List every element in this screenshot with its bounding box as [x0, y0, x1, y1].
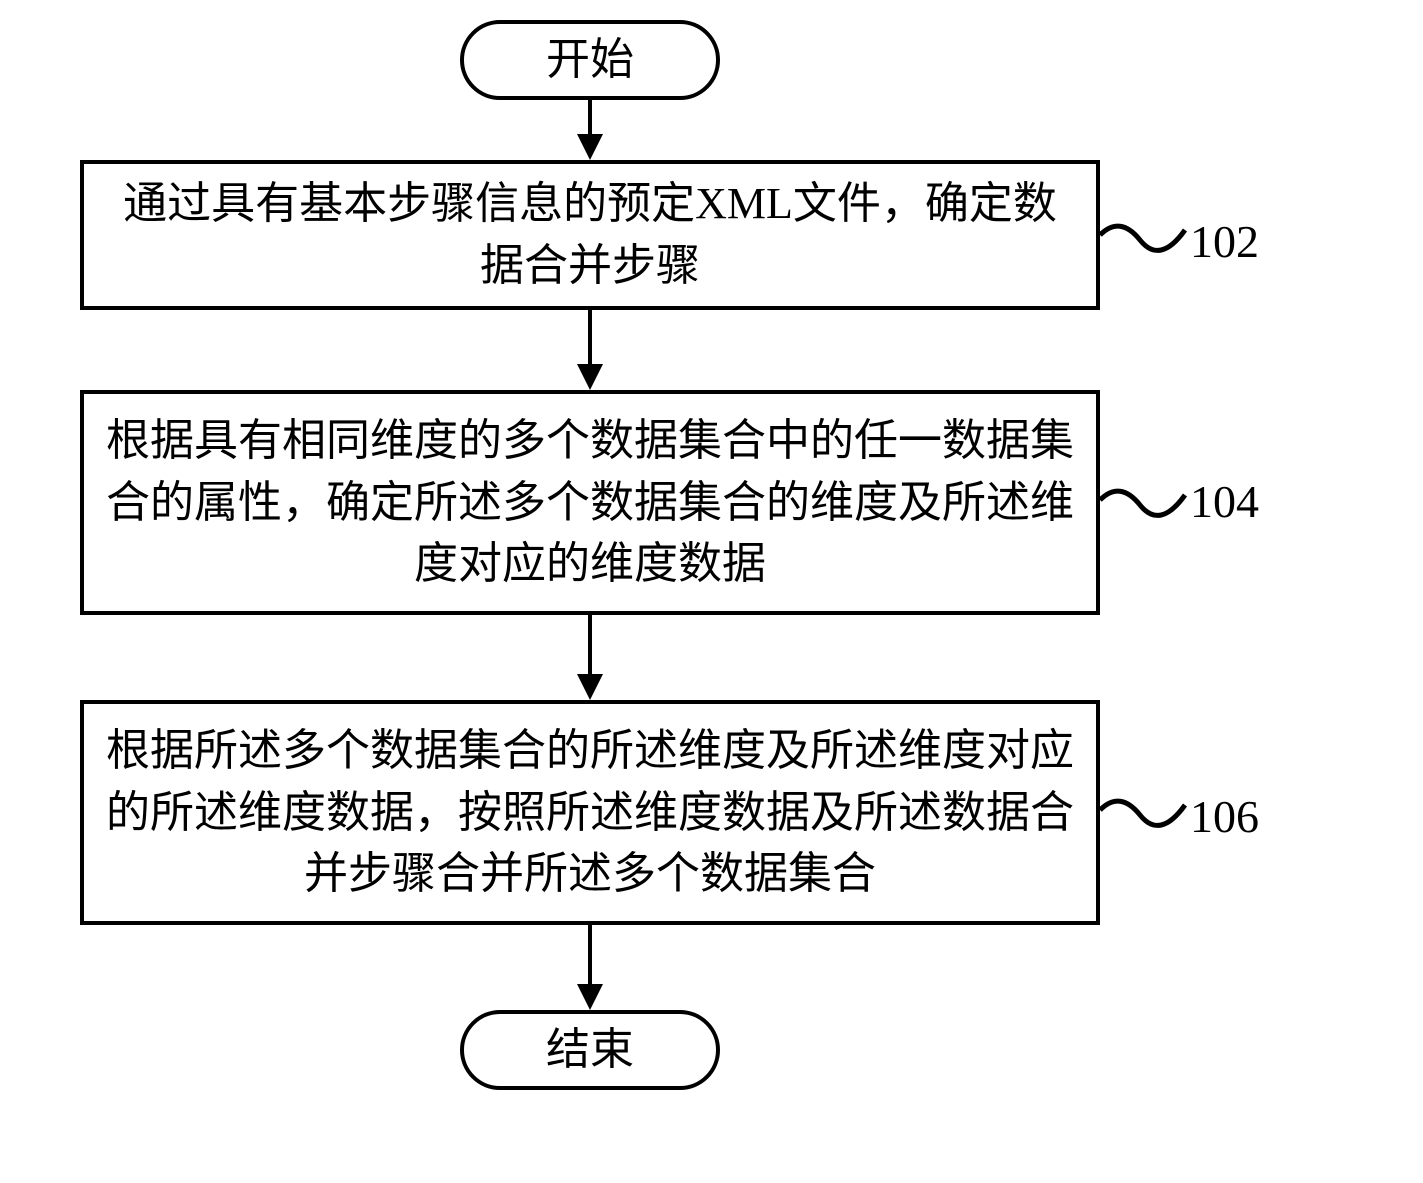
step-label-106: 106: [1190, 790, 1259, 843]
label-connector-104: [1100, 470, 1190, 530]
flow-end-label: 结束: [546, 1025, 634, 1074]
arrow-106-to-end: [564, 925, 616, 1010]
label-connector-102: [1100, 210, 1190, 270]
label-connector-106: [1100, 785, 1190, 845]
flow-step-104-text: 根据具有相同维度的多个数据集合中的任一数据集合的属性，确定所述多个数据集合的维度…: [104, 410, 1076, 595]
flow-start-terminator: 开始: [460, 20, 720, 100]
flow-step-104: 根据具有相同维度的多个数据集合中的任一数据集合的属性，确定所述多个数据集合的维度…: [80, 390, 1100, 615]
flow-step-106: 根据所述多个数据集合的所述维度及所述维度对应的所述维度数据，按照所述维度数据及所…: [80, 700, 1100, 925]
arrow-start-to-102: [564, 100, 616, 160]
flow-step-102: 通过具有基本步骤信息的预定XML文件，确定数据合并步骤: [80, 160, 1100, 310]
step-label-102: 102: [1190, 215, 1259, 268]
flow-step-106-text: 根据所述多个数据集合的所述维度及所述维度对应的所述维度数据，按照所述维度数据及所…: [104, 720, 1076, 905]
flow-end-terminator: 结束: [460, 1010, 720, 1090]
arrow-102-to-104: [564, 310, 616, 390]
arrow-104-to-106: [564, 615, 616, 700]
step-label-104: 104: [1190, 475, 1259, 528]
flow-start-label: 开始: [546, 35, 634, 84]
flow-step-102-text: 通过具有基本步骤信息的预定XML文件，确定数据合并步骤: [104, 173, 1076, 296]
